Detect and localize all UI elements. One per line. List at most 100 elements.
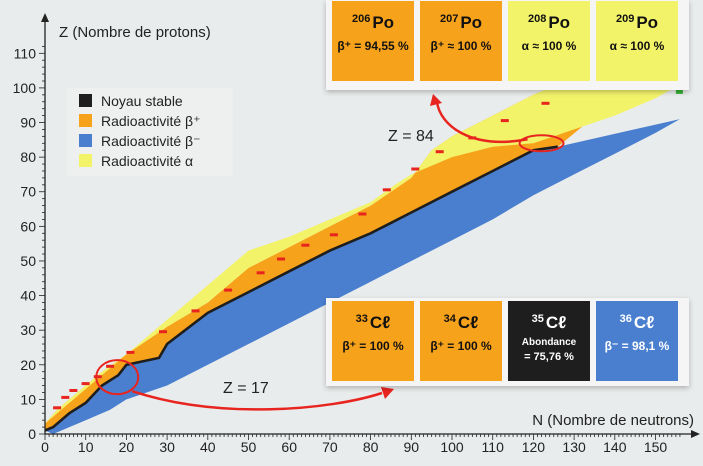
po-isotope-cell: 209 Po α ≈ 100 % bbox=[596, 1, 678, 81]
rare-decay-cell bbox=[81, 382, 90, 386]
rare-decay-cell bbox=[301, 243, 310, 247]
x-tick-label: 150 bbox=[644, 439, 668, 455]
rare-decay-cell bbox=[191, 309, 200, 313]
isotope-symbol: 33 Cℓ bbox=[332, 313, 414, 333]
isotope-mass-number: 209 bbox=[615, 13, 635, 25]
rare-decay-cell bbox=[411, 167, 420, 171]
rare-decay-cell bbox=[159, 330, 167, 334]
x-tick-label: 60 bbox=[281, 439, 297, 455]
rare-decay-cell bbox=[126, 350, 135, 354]
isotope-abundance-value: = 75,76 % bbox=[524, 351, 574, 363]
x-tick-label: 140 bbox=[603, 439, 627, 455]
x-tick-label: 10 bbox=[78, 439, 94, 455]
x-tick-label: 100 bbox=[440, 439, 464, 455]
x-tick-label: 70 bbox=[322, 439, 338, 455]
legend: Noyau stable Radioactivité β⁺ Radioactivit… bbox=[67, 88, 233, 176]
isotope-element: Po bbox=[460, 13, 483, 32]
po-isotope-cell: 206 Po β⁺ = 94,55 % bbox=[332, 1, 414, 81]
annotation-z17: Z = 17 bbox=[223, 380, 269, 397]
y-tick-label: 60 bbox=[20, 218, 36, 234]
rare-decay-cell bbox=[61, 395, 70, 399]
rare-decay-cell bbox=[541, 101, 550, 105]
x-tick-label: 50 bbox=[241, 439, 257, 455]
legend-box bbox=[67, 88, 233, 176]
beta-minus-region bbox=[45, 119, 680, 434]
isotope-element: Po bbox=[372, 13, 395, 32]
cl-isotope-cell: 34 Cℓ β⁺ = 100 % bbox=[420, 301, 502, 381]
axes: 0 10 20 30 40 50 60 70 80 90 100 110 120 130 140 150 0 10… bbox=[13, 13, 700, 455]
y-axis-title: Z (Nombre de protons) bbox=[59, 24, 211, 41]
rare-decay-cell bbox=[106, 364, 115, 368]
isotope-element: Cℓ bbox=[369, 313, 391, 332]
y-tick-label: 80 bbox=[20, 149, 36, 165]
y-tick-label: 110 bbox=[14, 45, 37, 61]
x-tick-label: 110 bbox=[482, 439, 505, 455]
isotope-decay-info: α ≈ 100 % bbox=[609, 39, 665, 53]
isotope-symbol: 34 Cℓ bbox=[420, 313, 502, 333]
x-axis-title: N (Nombre de neutrons) bbox=[532, 412, 694, 429]
y-tick-label: 50 bbox=[20, 253, 36, 269]
y-tick-label: 100 bbox=[13, 80, 37, 96]
isotope-symbol: 207 Po bbox=[420, 13, 502, 33]
isotope-mass-number: 34 bbox=[443, 313, 456, 325]
y-tick-label: 90 bbox=[20, 115, 36, 131]
isotope-element: Cℓ bbox=[545, 313, 567, 332]
legend-swatch bbox=[79, 94, 92, 107]
legend-swatch bbox=[79, 154, 92, 167]
isotope-mass-number: 206 bbox=[351, 13, 371, 25]
annotation-z84: Z = 84 bbox=[388, 128, 434, 145]
isotope-decay-info: β⁻ = 98,1 % bbox=[604, 339, 670, 353]
isotope-decay-info: Abondance bbox=[521, 337, 577, 348]
isotope-decay-info: β⁺ = 94,55 % bbox=[337, 39, 409, 53]
stable-nuclei-line bbox=[44, 145, 558, 432]
rare-decay-cell bbox=[53, 406, 62, 410]
isotope-decay-info: β⁺ = 100 % bbox=[430, 339, 492, 353]
arrow-cl bbox=[131, 389, 383, 411]
isotope-mass-number: 33 bbox=[355, 313, 368, 325]
rare-decay-cell bbox=[224, 288, 233, 292]
legend-label: Radioactivité α bbox=[101, 153, 193, 169]
y-tick-label: 70 bbox=[20, 184, 36, 200]
isotope-element: Po bbox=[548, 13, 571, 32]
other-decay-cell bbox=[675, 87, 683, 94]
arrow-po bbox=[435, 101, 528, 144]
isotope-decay-info: α ≈ 100 % bbox=[521, 39, 577, 53]
cl-isotope-cell: 36 Cℓ β⁻ = 98,1 % bbox=[596, 301, 678, 381]
rare-decay-cell bbox=[277, 257, 285, 261]
arrow-po-head bbox=[430, 94, 442, 106]
rare-decay-cell bbox=[69, 389, 78, 392]
legend-swatch bbox=[79, 134, 92, 147]
isotope-symbol: 206 Po bbox=[332, 13, 414, 33]
rare-decay-cell bbox=[435, 150, 444, 154]
y-tick-label: 40 bbox=[20, 288, 36, 304]
highlight-ellipse-po bbox=[518, 134, 565, 153]
legend-swatch bbox=[79, 114, 92, 127]
x-tick-label: 130 bbox=[562, 439, 586, 455]
x-tick-label: 80 bbox=[363, 439, 379, 455]
isotope-symbol: 209 Po bbox=[596, 13, 678, 33]
isotope-symbol: 208 Po bbox=[508, 13, 590, 33]
isotope-mass-number: 35 bbox=[531, 313, 544, 325]
rare-decay-cell bbox=[329, 233, 338, 237]
y-tick-label: 30 bbox=[20, 322, 36, 338]
x-tick-label: 90 bbox=[404, 439, 420, 455]
y-tick-label: 10 bbox=[20, 391, 36, 407]
isotope-decay-info: β⁺ ≈ 100 % bbox=[430, 39, 492, 53]
y-axis-arrow bbox=[41, 13, 49, 22]
cl-isotope-cell: 35 Cℓ Abondance = 75,76 % bbox=[508, 301, 590, 381]
highlight-ellipse-cl bbox=[95, 359, 140, 396]
isotope-symbol: 35 Cℓ bbox=[508, 313, 590, 333]
x-tick-label: 20 bbox=[119, 439, 135, 455]
arrow-cl-head bbox=[381, 387, 394, 399]
rare-decay-cell bbox=[93, 375, 102, 379]
cl-isotope-cell: 33 Cℓ β⁺ = 100 % bbox=[332, 301, 414, 381]
rare-decay-cell bbox=[500, 119, 509, 123]
rare-decay-cell bbox=[256, 271, 265, 275]
isotope-mass-number: 208 bbox=[527, 13, 547, 25]
isotope-element: Cℓ bbox=[457, 313, 479, 332]
isotope-mass-number: 207 bbox=[439, 13, 459, 25]
y-tick-label: 0 bbox=[28, 426, 36, 442]
legend-label: Radioactivité β⁺ bbox=[101, 113, 200, 129]
x-tick-label: 40 bbox=[200, 439, 216, 455]
isotope-element: Cℓ bbox=[633, 313, 655, 332]
